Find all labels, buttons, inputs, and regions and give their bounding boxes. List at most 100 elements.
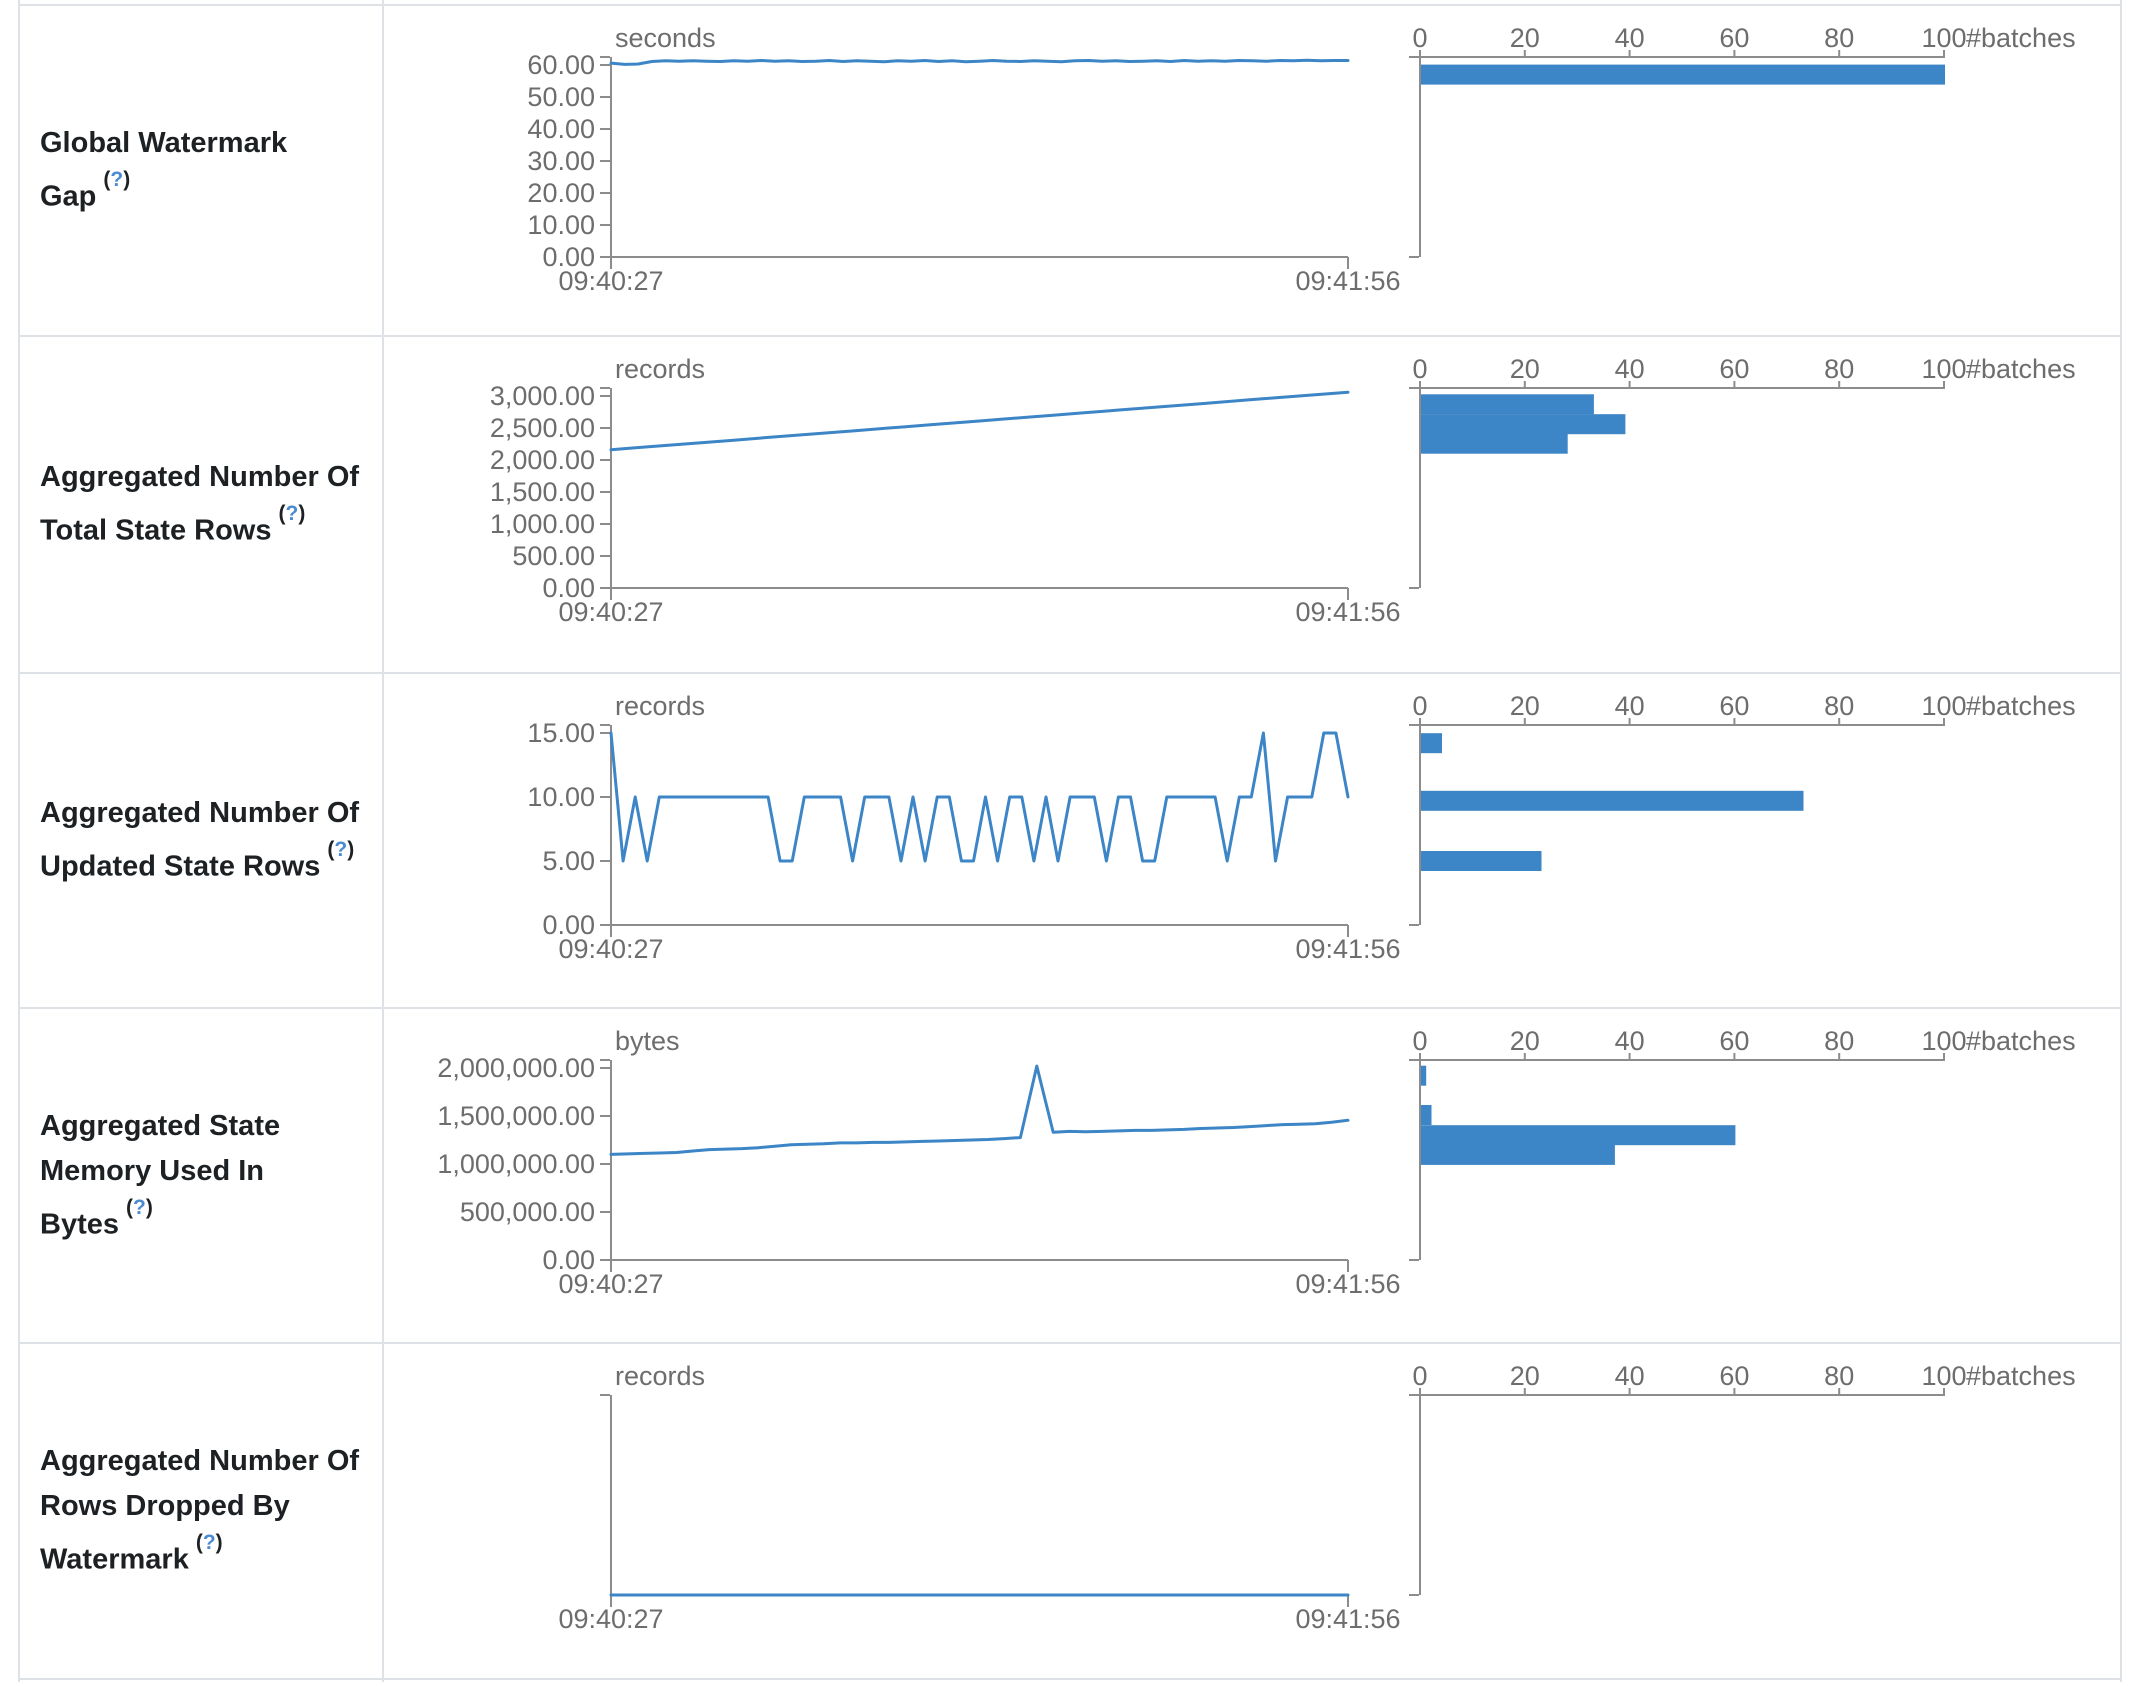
metric-timeline-line — [609, 390, 1350, 452]
histogram-bar — [1421, 1065, 1427, 1086]
histogram-tick-label: 100 — [1921, 354, 1966, 384]
metric-label: Aggregated Number Of Total State Rows(?) — [40, 455, 363, 554]
x-start-time-label: 09:40:27 — [558, 266, 663, 296]
histogram-tick-label: 80 — [1824, 1026, 1854, 1056]
histogram-tick-label: 20 — [1510, 23, 1540, 53]
global-watermark-gap-charts: seconds 60.0050.0040.0030.0020.0010.000.0… — [527, 23, 2076, 296]
y-tick-label: 1,000.00 — [490, 509, 595, 539]
histogram-tick-label: 100 — [1921, 1026, 1966, 1056]
metric-label-text: Aggregated Number Of Updated State Rows — [40, 797, 360, 883]
state-memory-used-charts: bytes 2,000,000.00 1,500,000.00 1,000,000.0… — [437, 1026, 2076, 1299]
histogram-bar — [1421, 433, 1568, 454]
question-mark-icon: ? — [110, 168, 124, 192]
y-tick-label: 60.00 — [527, 50, 595, 80]
x-end-time-label: 09:41:56 — [1295, 934, 1400, 964]
histogram-tick-label: 100 — [1921, 691, 1966, 721]
question-mark-icon: ? — [202, 1531, 216, 1555]
histogram-bar — [1421, 1144, 1615, 1165]
metric-label-text: Aggregated State Memory Used In Bytes — [40, 1109, 281, 1241]
metric-label: Aggregated State Memory Used In Bytes(?) — [40, 1104, 363, 1248]
metric-label-cell: Aggregated State Memory Used In Bytes(?) — [18, 1009, 383, 1342]
line-chart: bytes 2,000,000.00 1,500,000.00 1,000,000.0… — [437, 1026, 1400, 1299]
x-end-time-label: 09:41:56 — [1295, 1269, 1400, 1299]
histogram-tick-label: 80 — [1824, 691, 1854, 721]
histogram-axis-title: #batches — [1966, 23, 2076, 53]
histogram-bar — [1421, 851, 1542, 871]
histogram-tick-label: 0 — [1412, 691, 1427, 721]
y-axis-title: records — [615, 691, 705, 721]
y-tick-label: 1,500.00 — [490, 477, 595, 507]
metric-row-total-state-rows: Aggregated Number Of Total State Rows(?)… — [18, 335, 2122, 672]
y-tick-label: 20.00 — [527, 178, 595, 208]
help-link[interactable]: (?) — [327, 838, 355, 862]
help-link[interactable]: (?) — [103, 168, 131, 192]
metric-label-cell: Global Watermark Gap(?) — [18, 6, 383, 335]
batches-histogram: 0 20 40 60 80 100 #batches — [1409, 23, 2076, 258]
histogram-axis-title: #batches — [1966, 691, 2076, 721]
histogram-axis-title: #batches — [1966, 1361, 2076, 1391]
y-tick-label: 2,500.00 — [490, 413, 595, 443]
help-link[interactable]: (?) — [195, 1531, 223, 1555]
metric-row-global-watermark-gap: Global Watermark Gap(?) seconds 60.00 50.0… — [18, 4, 2122, 335]
line-chart: records 09:40:27 09:41:56 — [558, 1361, 1400, 1634]
histogram-tick-label: 20 — [1510, 691, 1540, 721]
metric-label-text: Aggregated Number Of Rows Dropped By Wat… — [40, 1445, 360, 1576]
batches-histogram: 0 20 40 60 80 100 #batches — [1409, 691, 2076, 926]
metric-label-text: Global Watermark Gap — [40, 127, 288, 213]
y-tick-label: 15.00 — [527, 718, 595, 748]
line-chart: seconds 60.0050.0040.0030.0020.0010.000.0… — [527, 23, 1400, 296]
batches-histogram: 0 20 40 60 80 100 #batches — [1409, 354, 2076, 589]
metric-label: Aggregated Number Of Updated State Rows(… — [40, 791, 363, 890]
histogram-tick-label: 100 — [1921, 23, 1966, 53]
histogram-tick-label: 0 — [1412, 354, 1427, 384]
table-right-border — [2120, 0, 2122, 1682]
histogram-tick-label: 20 — [1510, 1361, 1540, 1391]
histogram-tick-label: 40 — [1615, 691, 1645, 721]
question-mark-icon: ? — [285, 502, 299, 526]
metric-row-rows-dropped-by-watermark: Aggregated Number Of Rows Dropped By Wat… — [18, 1342, 2122, 1680]
histogram-bar — [1421, 790, 1804, 811]
histogram-bar — [1421, 394, 1594, 415]
y-tick-label: 5.00 — [542, 846, 595, 876]
x-start-time-label: 09:40:27 — [558, 597, 663, 627]
histogram-tick-label: 80 — [1824, 1361, 1854, 1391]
metric-label: Global Watermark Gap(?) — [40, 121, 363, 220]
histogram-tick-label: 60 — [1719, 1026, 1749, 1056]
y-axis-title: records — [615, 354, 705, 384]
histogram-tick-label: 60 — [1719, 354, 1749, 384]
histogram-bar — [1421, 1125, 1736, 1146]
y-axis-title: bytes — [615, 1026, 680, 1056]
batches-histogram: 0 20 40 60 80 100 #batches — [1409, 1026, 2076, 1261]
total-state-rows-charts: records3,000.002,500.002,000.001,500.001… — [490, 354, 2076, 627]
y-tick-label: 40.00 — [527, 114, 595, 144]
y-tick-label: 0.00 — [542, 242, 595, 272]
histogram-tick-label: 60 — [1719, 23, 1749, 53]
histogram-tick-label: 0 — [1412, 1026, 1427, 1056]
metric-label: Aggregated Number Of Rows Dropped By Wat… — [40, 1439, 363, 1583]
metric-timeline-line — [609, 1064, 1350, 1156]
help-link[interactable]: (?) — [278, 502, 306, 526]
y-tick-label: 2,000,000.00 — [437, 1053, 595, 1083]
x-end-time-label: 09:41:56 — [1295, 1604, 1400, 1634]
y-tick-label: 30.00 — [527, 146, 595, 176]
help-link[interactable]: (?) — [126, 1195, 153, 1219]
histogram-axis-title: #batches — [1966, 1026, 2076, 1056]
metric-label-cell: Aggregated Number Of Total State Rows(?) — [18, 337, 383, 672]
y-tick-label: 1,500,000.00 — [437, 1101, 595, 1131]
y-tick-label: 500,000.00 — [460, 1197, 595, 1227]
histogram-bar — [1421, 414, 1626, 435]
batches-histogram: 0 20 40 60 80 100 #batches — [1409, 1361, 2076, 1596]
x-start-time-label: 09:40:27 — [558, 934, 663, 964]
x-start-time-label: 09:40:27 — [558, 1604, 663, 1634]
y-tick-label: 3,000.00 — [490, 381, 595, 411]
metric-timeline-line — [609, 731, 1350, 863]
histogram-tick-label: 60 — [1719, 691, 1749, 721]
metric-row-updated-state-rows: Aggregated Number Of Updated State Rows(… — [18, 672, 2122, 1007]
histogram-tick-label: 0 — [1412, 23, 1427, 53]
histogram-tick-label: 0 — [1412, 1361, 1427, 1391]
metric-timeline-line — [609, 58, 1350, 66]
histogram-tick-label: 100 — [1921, 1361, 1966, 1391]
histogram-bar — [1421, 733, 1442, 754]
histogram-tick-label: 20 — [1510, 1026, 1540, 1056]
